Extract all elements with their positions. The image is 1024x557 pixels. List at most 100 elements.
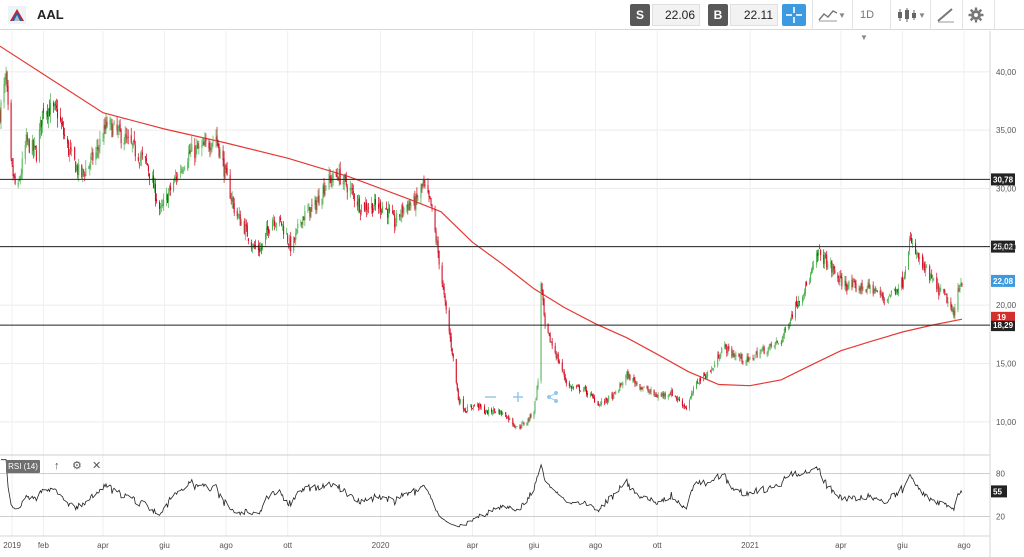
candle-body — [176, 176, 178, 180]
candle-body — [748, 357, 750, 361]
candle-body — [401, 205, 403, 217]
candle-body — [421, 184, 423, 187]
candle-body — [232, 197, 234, 203]
rsi-close-button[interactable]: ✕ — [92, 460, 102, 472]
candle-body — [443, 286, 445, 295]
candle-body — [578, 385, 580, 391]
interval-dropdown[interactable]: 1D ▼ — [860, 4, 884, 42]
candle-body — [33, 144, 35, 149]
candle-body — [126, 136, 128, 140]
candle-body — [583, 387, 585, 390]
candle-body — [919, 257, 921, 260]
candle-body — [554, 346, 556, 353]
candle-body — [258, 248, 260, 252]
candle-body — [499, 409, 501, 415]
drawing-tools-button[interactable] — [936, 4, 960, 26]
candle-body — [287, 235, 289, 243]
candle-body — [608, 395, 610, 401]
candle-body — [579, 390, 581, 392]
candle-body — [389, 209, 391, 211]
x-tick-label: giu — [159, 541, 170, 550]
horizontal-levels-layer[interactable]: 30,78 25,02 18,29 — [0, 173, 1015, 332]
candle-body — [789, 320, 791, 324]
candle-body — [148, 173, 150, 179]
candle-body — [561, 362, 563, 371]
candle-body — [551, 341, 553, 346]
buy-price[interactable]: 22.11 — [730, 4, 778, 26]
candle-body — [957, 288, 959, 311]
candle-body — [162, 204, 164, 206]
candle-body — [276, 223, 278, 225]
candle-body — [844, 280, 846, 286]
candle-body — [704, 373, 706, 376]
candle-body — [372, 208, 374, 213]
candle-body — [32, 139, 34, 151]
x-tick-label: apr — [835, 541, 847, 550]
candle-body — [605, 397, 607, 403]
time-axis: 2019 feb apr giu ago ott 2020 apr giu ago ott 2021 a… — [3, 541, 971, 550]
candle-body — [217, 140, 219, 146]
candle-body — [203, 141, 205, 146]
crosshair-button[interactable] — [782, 4, 806, 26]
candle-body — [194, 145, 196, 158]
candle-body — [229, 174, 231, 199]
candle-body — [253, 244, 255, 247]
candle-body — [351, 188, 353, 190]
candle-body — [311, 205, 313, 206]
candle-body — [484, 406, 486, 414]
candle-body — [818, 250, 820, 256]
rsi-move-up-button[interactable]: ↑ — [54, 460, 60, 472]
x-tick-label: 2019 — [3, 541, 21, 550]
candle-body — [508, 416, 510, 421]
settings-button[interactable] — [968, 4, 988, 26]
chart-type-dropdown[interactable]: ▼ — [818, 4, 848, 26]
candle-body — [846, 284, 848, 290]
candle-body — [448, 310, 450, 332]
candle-body — [584, 386, 586, 389]
candle-body — [175, 176, 177, 178]
rsi-settings-button[interactable]: ⚙ — [72, 460, 82, 472]
candle-body — [854, 280, 856, 284]
candle-body — [243, 221, 245, 234]
candle-body — [924, 263, 926, 270]
sell-price[interactable]: 22.06 — [652, 4, 700, 26]
candle-body — [166, 193, 168, 200]
sell-button[interactable]: S — [630, 4, 650, 26]
chart-area[interactable]: 30,78 25,02 18,29 40,00 35,00 30,00 25,00 20,0… — [0, 31, 1024, 557]
candle-body — [706, 375, 708, 379]
candle-body — [395, 223, 397, 228]
candle-body — [710, 371, 712, 373]
candle-body — [184, 167, 186, 169]
x-tick-label: feb — [38, 541, 50, 550]
rsi-tick-label: 80 — [996, 469, 1005, 478]
candles-dropdown[interactable]: ▼ — [896, 4, 926, 26]
candle-body — [717, 354, 719, 366]
candle-body — [612, 394, 614, 400]
candle-body — [866, 288, 868, 293]
candle-body — [860, 282, 862, 292]
candle-body — [486, 410, 488, 412]
candle-body — [191, 144, 193, 152]
candle-body — [646, 386, 648, 389]
candle-body — [565, 380, 567, 384]
candle-body — [7, 85, 9, 105]
candle-body — [406, 205, 408, 207]
rsi-label[interactable]: RSI (14) — [6, 460, 40, 473]
candle-body — [590, 393, 592, 396]
candle-body — [916, 253, 918, 255]
chevron-down-icon: ▼ — [918, 11, 926, 20]
candle-body — [75, 161, 77, 173]
candle-body — [441, 265, 443, 284]
candle-body — [144, 156, 146, 158]
candle-body — [831, 260, 833, 273]
candle-body — [275, 225, 277, 228]
candle-body — [618, 390, 620, 393]
candle-body — [382, 206, 384, 214]
candle-body — [38, 129, 40, 161]
candle-body — [494, 408, 496, 411]
buy-button[interactable]: B — [708, 4, 728, 26]
candle-body — [359, 212, 361, 214]
candle-body — [104, 125, 106, 129]
candle-body — [428, 190, 430, 197]
line-chart-icon — [818, 10, 838, 22]
